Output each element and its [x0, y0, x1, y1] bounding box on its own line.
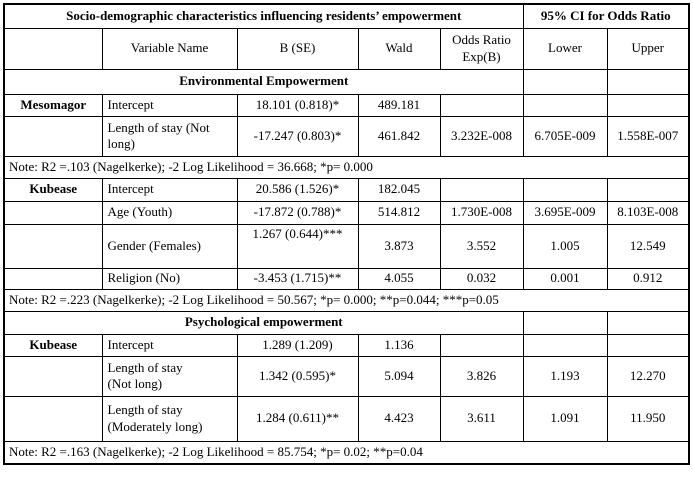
- table-title: Socio-demographic characteristics influe…: [3, 3, 524, 29]
- cell-upper: 12.270: [606, 355, 690, 397]
- cell-odds-ratio: 3.552: [439, 223, 524, 269]
- cell-lower: [522, 93, 608, 117]
- cell-upper: 8.103E-008: [606, 200, 690, 225]
- col-header-area: [3, 27, 103, 70]
- col-header-wald: Wald: [357, 27, 441, 70]
- cell-upper: [606, 333, 690, 357]
- cell-upper: [606, 177, 690, 202]
- cell-area: [3, 395, 103, 442]
- col-header-b-se: B (SE): [236, 27, 359, 70]
- model-note-mesomagor: Note: R2 =.103 (Nagelkerke); -2 Log Like…: [3, 155, 690, 179]
- cell-b-se: 18.101 (0.818)*: [236, 93, 359, 117]
- cell-area: [3, 267, 103, 290]
- cell-b-se: 1.289 (1.209): [236, 333, 359, 357]
- column-header-row: Variable Name B (SE) Wald Odds Ratio Exp…: [3, 27, 690, 70]
- empty-cell: [522, 310, 608, 335]
- ci-header: 95% CI for Odds Ratio: [522, 3, 690, 29]
- cell-upper: 11.950: [606, 395, 690, 442]
- cell-b-se: 1.342 (0.595)*: [236, 355, 359, 397]
- cell-variable: Religion (No): [101, 267, 238, 290]
- cell-lower: 6.705E-009: [522, 115, 608, 157]
- cell-odds-ratio: 0.032: [439, 267, 524, 290]
- cell-upper: 0.912: [606, 267, 690, 290]
- cell-area: [3, 223, 103, 269]
- title-row: Socio-demographic characteristics influe…: [3, 3, 690, 29]
- section-heading-psychological: Psychological empowerment: [3, 310, 524, 335]
- cell-wald: 514.812: [357, 200, 441, 225]
- model-note-kubease-psych: Note: R2 =.163 (Nagelkerke); -2 Log Like…: [3, 440, 690, 465]
- cell-variable: Intercept: [101, 93, 238, 117]
- cell-variable: Gender (Females): [101, 223, 238, 269]
- table-row: Gender (Females) 1.267 (0.644)*** 3.873 …: [3, 223, 690, 269]
- table-row: Length of stay (Not long) -17.247 (0.803…: [3, 115, 690, 157]
- note-row: Note: R2 =.223 (Nagelkerke); -2 Log Like…: [3, 288, 690, 312]
- col-header-odds-ratio: Odds Ratio Exp(B): [439, 27, 524, 70]
- cell-area: [3, 200, 103, 225]
- cell-variable: Age (Youth): [101, 200, 238, 225]
- table-row: Mesomagor Intercept 18.101 (0.818)* 489.…: [3, 93, 690, 117]
- empty-cell: [606, 68, 690, 95]
- cell-odds-ratio: 1.730E-008: [439, 200, 524, 225]
- cell-upper: [606, 93, 690, 117]
- cell-wald: 5.094: [357, 355, 441, 397]
- cell-b-se: 20.586 (1.526)*: [236, 177, 359, 202]
- table-row: Length of stay (Moderately long) 1.284 (…: [3, 395, 690, 442]
- cell-b-se: -17.247 (0.803)*: [236, 115, 359, 157]
- cell-wald: 461.842: [357, 115, 441, 157]
- cell-area: Mesomagor: [3, 93, 103, 117]
- cell-lower: 1.005: [522, 223, 608, 269]
- cell-wald: 1.136: [357, 333, 441, 357]
- cell-lower: 1.193: [522, 355, 608, 397]
- cell-odds-ratio: [439, 333, 524, 357]
- cell-odds-ratio: 3.826: [439, 355, 524, 397]
- empty-cell: [606, 310, 690, 335]
- cell-area: [3, 115, 103, 157]
- col-header-variable: Variable Name: [101, 27, 238, 70]
- cell-wald: 4.423: [357, 395, 441, 442]
- table-row: Kubease Intercept 20.586 (1.526)* 182.04…: [3, 177, 690, 202]
- cell-lower: [522, 333, 608, 357]
- table-row: Age (Youth) -17.872 (0.788)* 514.812 1.7…: [3, 200, 690, 225]
- cell-wald: 3.873: [357, 223, 441, 269]
- cell-wald: 182.045: [357, 177, 441, 202]
- cell-area: Kubease: [3, 333, 103, 357]
- cell-lower: [522, 177, 608, 202]
- cell-area: [3, 355, 103, 397]
- section-heading-row: Psychological empowerment: [3, 310, 690, 335]
- cell-b-se: -3.453 (1.715)**: [236, 267, 359, 290]
- section-heading-environmental: Environmental Empowerment: [3, 68, 524, 95]
- cell-odds-ratio: 3.232E-008: [439, 115, 524, 157]
- note-row: Note: R2 =.163 (Nagelkerke); -2 Log Like…: [3, 440, 690, 465]
- cell-lower: 0.001: [522, 267, 608, 290]
- cell-wald: 4.055: [357, 267, 441, 290]
- model-note-kubease-env: Note: R2 =.223 (Nagelkerke); -2 Log Like…: [3, 288, 690, 312]
- empty-cell: [522, 68, 608, 95]
- cell-variable: Length of stay (Not long): [101, 355, 238, 397]
- cell-odds-ratio: [439, 177, 524, 202]
- statistics-table: Socio-demographic characteristics influe…: [3, 3, 690, 465]
- cell-area: Kubease: [3, 177, 103, 202]
- col-header-lower: Lower: [522, 27, 608, 70]
- cell-lower: 1.091: [522, 395, 608, 442]
- cell-variable: Intercept: [101, 177, 238, 202]
- cell-lower: 3.695E-009: [522, 200, 608, 225]
- cell-odds-ratio: [439, 93, 524, 117]
- cell-b-se: 1.284 (0.611)**: [236, 395, 359, 442]
- cell-upper: 1.558E-007: [606, 115, 690, 157]
- cell-upper: 12.549: [606, 223, 690, 269]
- cell-wald: 489.181: [357, 93, 441, 117]
- table-row: Length of stay (Not long) 1.342 (0.595)*…: [3, 355, 690, 397]
- section-heading-row: Environmental Empowerment: [3, 68, 690, 95]
- table-row: Religion (No) -3.453 (1.715)** 4.055 0.0…: [3, 267, 690, 290]
- cell-b-se: 1.267 (0.644)***: [236, 223, 359, 269]
- col-header-upper: Upper: [606, 27, 690, 70]
- table-row: Kubease Intercept 1.289 (1.209) 1.136: [3, 333, 690, 357]
- cell-b-se: -17.872 (0.788)*: [236, 200, 359, 225]
- cell-odds-ratio: 3.611: [439, 395, 524, 442]
- cell-variable: Length of stay (Moderately long): [101, 395, 238, 442]
- note-row: Note: R2 =.103 (Nagelkerke); -2 Log Like…: [3, 155, 690, 179]
- cell-variable: Intercept: [101, 333, 238, 357]
- cell-variable: Length of stay (Not long): [101, 115, 238, 157]
